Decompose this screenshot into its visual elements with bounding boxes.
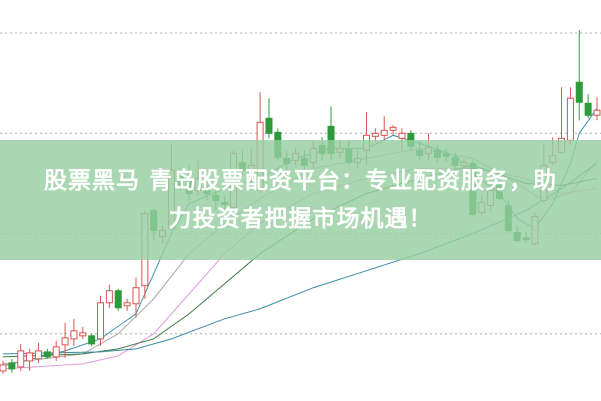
candle-body bbox=[105, 290, 113, 304]
title-banner: 股票黑马 青岛股票配资平台：专业配资服务，助 力投资者把握市场机遇！ bbox=[0, 140, 601, 260]
candle-body bbox=[566, 97, 574, 141]
candle-body bbox=[79, 332, 87, 337]
candle-body bbox=[17, 350, 25, 368]
candle-body bbox=[584, 102, 592, 116]
candle-body bbox=[0, 364, 7, 372]
candle-body bbox=[52, 346, 60, 358]
candle-body bbox=[43, 351, 51, 358]
candle-body bbox=[34, 350, 42, 360]
candle-body bbox=[371, 132, 379, 137]
candle-body bbox=[88, 335, 96, 345]
candle-body bbox=[26, 352, 34, 362]
candle-body bbox=[389, 126, 397, 131]
candle-body bbox=[132, 287, 140, 305]
candle-body bbox=[8, 362, 16, 370]
candle-body bbox=[97, 302, 105, 340]
candle-body bbox=[575, 81, 583, 103]
candle-body bbox=[61, 337, 69, 346]
title-line-1: 股票黑马 青岛股票配资平台：专业配资服务，助 bbox=[43, 168, 557, 194]
candle-body bbox=[70, 330, 78, 340]
candle-body bbox=[398, 132, 406, 139]
candle-body bbox=[265, 117, 273, 134]
title-line-2: 力投资者把握市场机遇！ bbox=[168, 206, 433, 232]
candle-body bbox=[593, 109, 601, 116]
candle-body bbox=[114, 290, 122, 309]
candle-body bbox=[123, 302, 131, 307]
candle-body bbox=[380, 129, 388, 136]
